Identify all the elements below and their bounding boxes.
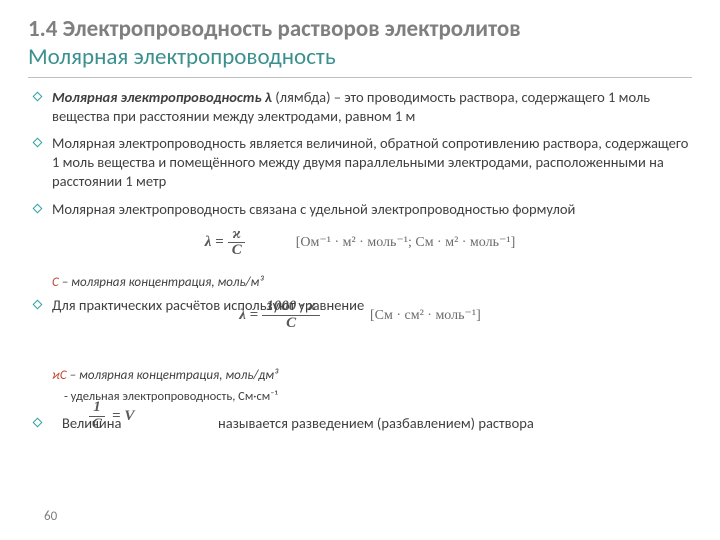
eq2-den: C <box>282 316 300 332</box>
bullet-5-post: называется разведением (разбавлением) ра… <box>218 414 534 432</box>
bullet-1: Молярная электропроводность λ (лямбда) –… <box>34 88 692 126</box>
eq1-den: C <box>228 243 246 259</box>
note-2: ϰС – молярная концентрация, моль/дм³ <box>52 368 692 383</box>
heading-divider <box>28 77 692 78</box>
eq1-frac: ϰ C <box>228 227 246 260</box>
bullet-3: Молярная электропроводность связана с уд… <box>34 200 692 219</box>
bullet-4: Для практических расчётов используют ура… <box>34 296 692 315</box>
bullet-5: Величина называется разведением (разбавл… <box>34 414 692 433</box>
section-heading: 1.4 Электропроводность растворов электро… <box>28 16 692 42</box>
note-1-text: – молярная концентрация, моль/м³ <box>59 275 264 290</box>
eq1-num: ϰ <box>228 227 245 244</box>
note-2-text: – молярная концентрация, моль/дм³ <box>67 368 279 383</box>
equation-1-units: [Ом⁻¹ · м² · моль⁻¹; См · м² · моль⁻¹] <box>296 234 516 251</box>
bullet-list-3: Величина называется разведением (разбавл… <box>34 414 692 433</box>
note-1: С – молярная концентрация, моль/м³ <box>52 275 692 290</box>
note-1-symbol: С <box>52 275 59 290</box>
section-subheading: Молярная электропроводность <box>28 44 692 70</box>
note-2-lead: ϰ <box>52 368 60 383</box>
page-number: 60 <box>44 509 57 524</box>
equation-1-row: λ = ϰ C [Ом⁻¹ · м² · моль⁻¹; См · м² · м… <box>28 227 692 260</box>
bullet-list: Молярная электропроводность λ (лямбда) –… <box>34 88 692 219</box>
slide: 1.4 Электропроводность растворов электро… <box>0 0 720 540</box>
bullet-1-strong: Молярная электропроводность λ <box>52 88 272 106</box>
note-2-symbol: С <box>60 368 67 383</box>
equation-1: λ = ϰ C <box>205 227 246 260</box>
bullet-5-pre: Величина <box>62 414 121 432</box>
eq1-lhs: λ = <box>205 234 224 251</box>
bullet-list-2: Для практических расчётов используют ура… <box>34 296 692 315</box>
bullet-2: Молярная электропроводность является вел… <box>34 134 692 191</box>
